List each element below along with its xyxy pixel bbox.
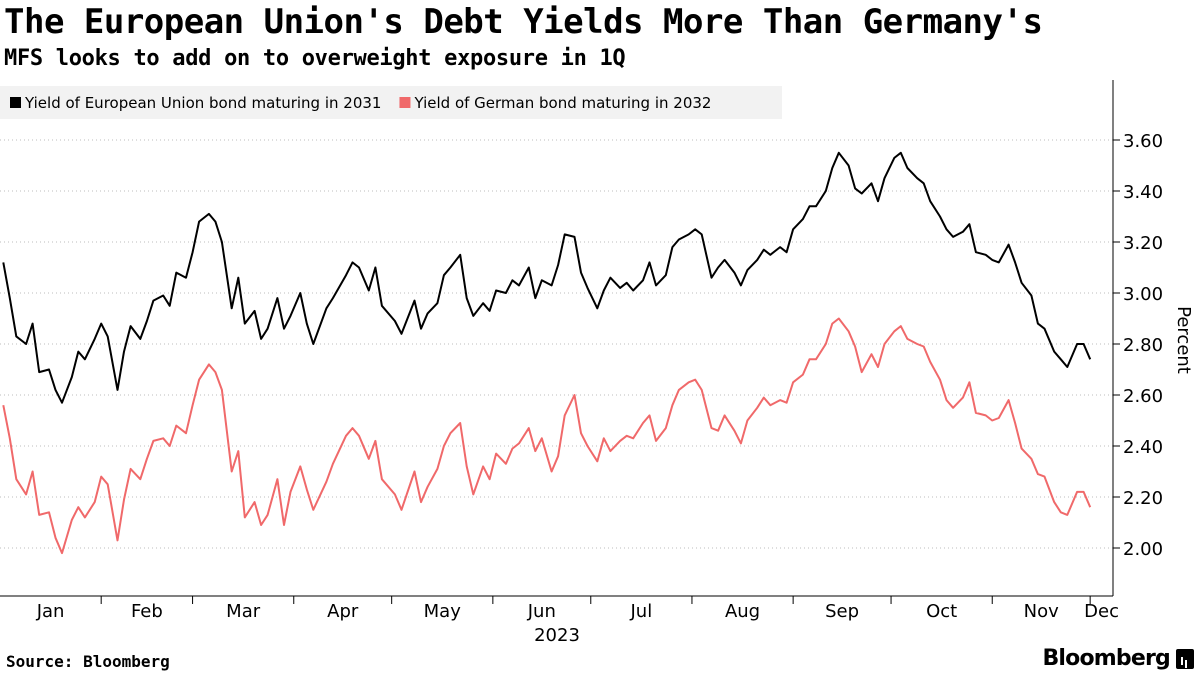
axes: 2.00 2.20 2.40 2.60 2.80 3.00 3.20 3.40 3.60 Perc… (0, 80, 1194, 646)
legend-label: Yield of German bond maturing in 2032 (413, 94, 711, 112)
chart-subtitle: MFS looks to add on to overweight exposu… (4, 46, 626, 71)
y-tick-label: 2.20 (1123, 488, 1163, 509)
y-tick-label: 2.60 (1123, 386, 1163, 407)
x-tick-label: Oct (926, 601, 957, 622)
x-tick-label: Feb (131, 601, 163, 622)
terminal-icon (1176, 649, 1194, 669)
x-tick-label: Jun (527, 601, 556, 622)
series-line-1 (2, 317, 1092, 555)
x-year-label: 2023 (534, 625, 580, 646)
legend: Yield of European Union bond maturing in… (10, 94, 711, 112)
y-tick-label: 3.60 (1123, 131, 1163, 152)
legend-label: Yield of European Union bond maturing in… (24, 94, 381, 112)
x-tick-label: Aug (725, 601, 760, 622)
x-tick-label: Apr (327, 601, 359, 622)
y-tick-label: 2.00 (1123, 539, 1163, 560)
y-axis-label: Percent (1173, 306, 1194, 374)
y-tick-label: 2.80 (1123, 335, 1163, 356)
chart-title: The European Union's Debt Yields More Th… (4, 2, 1043, 42)
series-line-0 (2, 151, 1092, 404)
y-tick-label: 3.40 (1123, 182, 1163, 203)
x-tick-label: Jul (630, 601, 653, 622)
y-tick-label: 3.00 (1123, 284, 1163, 305)
legend-background (0, 86, 782, 119)
legend-swatch (399, 97, 411, 108)
brand-logo: Bloomberg (1042, 646, 1170, 671)
y-tick-label: 2.40 (1123, 437, 1163, 458)
x-tick-label: Jan (36, 601, 65, 622)
source-note: Source: Bloomberg (6, 652, 170, 671)
legend-swatch (10, 97, 21, 108)
x-tick-label: Sep (825, 601, 859, 622)
x-tick-label: May (424, 601, 462, 622)
y-tick-label: 3.20 (1123, 233, 1163, 254)
x-tick-label: Nov (1024, 601, 1059, 622)
x-tick-label: Dec (1084, 601, 1119, 622)
series-layer (2, 151, 1092, 555)
x-tick-label: Mar (226, 601, 261, 622)
grid (0, 139, 1113, 549)
